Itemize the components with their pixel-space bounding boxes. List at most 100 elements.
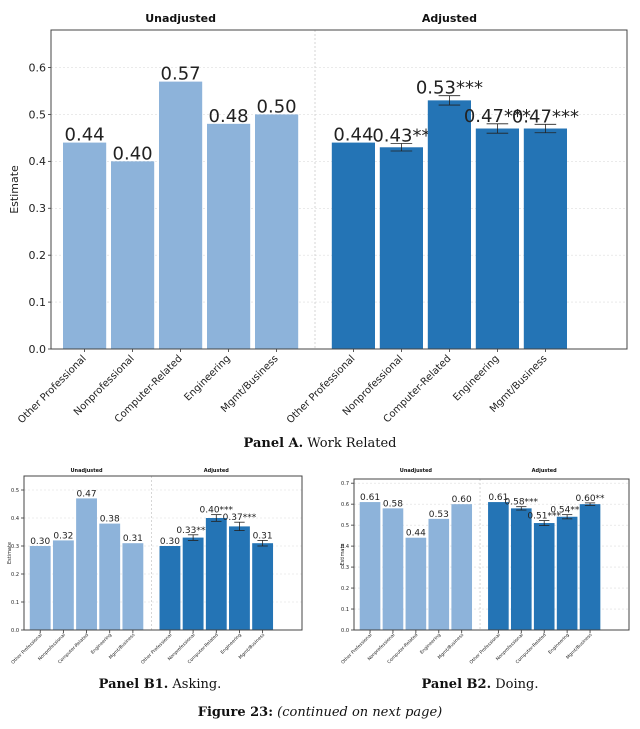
panel-b2-caption-label: Panel B2. <box>421 677 492 692</box>
unadjusted-bar <box>451 504 473 630</box>
adjusted-bar <box>331 142 375 349</box>
data-label: 0.37*** <box>223 513 257 523</box>
adjusted-bar <box>488 502 509 630</box>
panel-b1-caption: Panel B1. Asking. <box>0 677 320 692</box>
data-label: 0.30 <box>30 537 50 547</box>
x-tick-label: Engineering <box>90 632 113 655</box>
y-tick-label: 0.0 <box>11 628 19 634</box>
figure-caption: Figure 23: (continued on next page) <box>0 705 640 720</box>
adjusted-bar <box>205 518 227 630</box>
y-axis-label: Estimate <box>340 543 346 565</box>
adjusted-bar <box>556 516 578 630</box>
unadjusted-bar <box>122 543 144 630</box>
y-axis-label: Estimate <box>8 165 21 214</box>
y-tick-label: 0.6 <box>341 502 349 508</box>
panel-a-caption-text: Work Related <box>303 436 397 451</box>
adjusted-bar <box>182 537 204 630</box>
y-tick-label: 0.0 <box>29 343 47 356</box>
data-label: 0.31 <box>253 531 273 541</box>
x-tick-label: Engineering <box>451 353 501 403</box>
y-axis-label: Estimate <box>7 542 13 564</box>
data-label: 0.40 <box>113 143 153 164</box>
panel-a-caption-label: Panel A. <box>243 436 304 451</box>
unadjusted-bar <box>382 508 404 630</box>
unadjusted-bar <box>76 498 97 630</box>
y-tick-label: 0.1 <box>29 296 47 309</box>
unadjusted-bar <box>207 123 251 349</box>
unadjusted-bar <box>111 161 155 349</box>
data-label: 0.47*** <box>512 106 579 127</box>
y-tick-label: 0.2 <box>11 572 19 578</box>
data-label: 0.50 <box>257 96 297 117</box>
adjusted-bar <box>159 546 181 630</box>
data-label: 0.33*** <box>176 526 210 536</box>
data-label: 0.58 <box>383 499 403 509</box>
data-label: 0.61 <box>488 493 508 503</box>
adjusted-bar <box>475 128 519 349</box>
y-tick-label: 0.1 <box>341 607 349 613</box>
subplot-title-adjusted: Adjusted <box>204 468 229 474</box>
data-label: 0.54*** <box>550 506 584 516</box>
adjusted-bar <box>229 526 250 630</box>
y-tick-label: 0.6 <box>29 61 47 74</box>
x-tick-label: Engineering <box>419 632 442 655</box>
unadjusted-bar <box>255 114 299 349</box>
x-tick-label: Engineering <box>220 632 243 655</box>
figure-caption-note: (continued on next page) <box>277 705 443 720</box>
data-label: 0.60 <box>452 495 472 505</box>
plot-frame <box>23 475 303 631</box>
subplot-title-unadjusted: Unadjusted <box>70 468 103 474</box>
x-tick-label: Engineering <box>183 353 233 403</box>
subplot-title-adjusted: Adjusted <box>532 468 557 474</box>
y-tick-label: 0.2 <box>29 249 47 262</box>
unadjusted-bar <box>29 546 51 630</box>
panel-b2-caption: Panel B2. Doing. <box>320 677 640 692</box>
unadjusted-bar <box>359 502 381 630</box>
adjusted-bar <box>379 147 423 349</box>
data-label: 0.51*** <box>527 512 561 522</box>
y-tick-label: 0.5 <box>11 488 19 494</box>
adjusted-bar <box>523 128 567 349</box>
x-tick-label: Engineering <box>547 632 570 655</box>
adjusted-bar <box>510 508 532 630</box>
data-label: 0.58*** <box>505 498 539 508</box>
unadjusted-bar <box>405 537 427 630</box>
plot-frame <box>50 29 628 350</box>
adjusted-bar <box>427 100 471 349</box>
panel-b1-caption-text: Asking. <box>168 677 222 692</box>
panelB2-chart: Unadjusted Adjusted Estimate 0.0 0.1 0.2 0.3 0.… <box>340 468 630 666</box>
y-tick-label: 0.4 <box>11 516 19 522</box>
data-label: 0.31 <box>123 534 143 544</box>
unadjusted-bar <box>99 523 121 630</box>
panel-b1-caption-label: Panel B1. <box>98 677 169 692</box>
panelB1-chart: Unadjusted Adjusted Estimate 0.0 0.1 0.2 0.3 0.… <box>7 468 303 666</box>
data-label: 0.61 <box>360 493 380 503</box>
adjusted-bar <box>579 504 601 630</box>
data-label: 0.44 <box>406 529 426 539</box>
adjusted-bar <box>252 543 274 630</box>
panelA-chart: Unadjusted Adjusted Estimate 0.0 0.1 0.2 0.3 0.… <box>8 12 628 426</box>
plot-frame <box>353 478 630 631</box>
data-label: 0.38 <box>100 515 120 525</box>
y-tick-label: 0.4 <box>341 544 349 550</box>
y-tick-label: 0.7 <box>341 481 349 487</box>
adjusted-bar <box>533 523 555 630</box>
unadjusted-bar <box>428 518 450 630</box>
subplot-title-unadjusted: Unadjusted <box>145 12 216 25</box>
y-tick-label: 0.3 <box>341 565 349 571</box>
data-label: 0.43** <box>372 126 430 147</box>
y-tick-label: 0.5 <box>341 523 349 529</box>
unadjusted-bar <box>159 81 203 350</box>
unadjusted-bar <box>52 540 74 630</box>
data-label: 0.44 <box>333 125 373 146</box>
y-tick-label: 0.2 <box>341 586 349 592</box>
data-label: 0.44 <box>65 125 105 146</box>
data-label: 0.48 <box>209 106 249 127</box>
data-label: 0.53 <box>429 510 449 520</box>
panel-a-caption: Panel A. Work Related <box>0 436 640 451</box>
data-label: 0.60** <box>576 494 606 504</box>
y-tick-label: 0.3 <box>29 202 47 215</box>
figure-caption-label: Figure 23: <box>197 705 274 720</box>
data-label: 0.47 <box>77 489 97 499</box>
